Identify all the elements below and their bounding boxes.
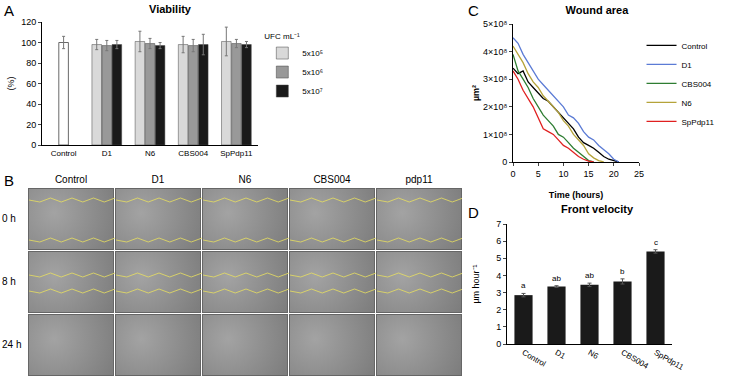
- svg-text:25: 25: [634, 169, 644, 179]
- svg-text:6: 6: [496, 236, 501, 246]
- html-text:N6: N6: [238, 174, 252, 185]
- svg-text:10: 10: [558, 169, 568, 179]
- svg-text:0: 0: [31, 140, 36, 150]
- svg-text:a: a: [521, 281, 526, 290]
- svg-text:D1: D1: [682, 61, 693, 70]
- svg-text:µm hour⁻¹: µm hour⁻¹: [471, 264, 481, 303]
- svg-text:0: 0: [496, 339, 501, 349]
- svg-text:4: 4: [496, 271, 501, 281]
- html-text:C: C: [468, 2, 479, 19]
- svg-text:0: 0: [502, 157, 507, 167]
- svg-text:1×10⁸: 1×10⁸: [483, 130, 507, 140]
- svg-text:SpPdp11: SpPdp11: [682, 118, 715, 127]
- svg-text:40: 40: [26, 99, 36, 109]
- svg-text:5×10⁸: 5×10⁸: [483, 19, 507, 29]
- svg-text:7: 7: [496, 219, 501, 229]
- html-text:D: D: [468, 204, 479, 221]
- svg-text:CBS004: CBS004: [620, 348, 651, 371]
- svg-text:100: 100: [21, 38, 36, 48]
- svg-text:5: 5: [536, 169, 541, 179]
- svg-text:80: 80: [26, 58, 36, 68]
- html-text:Control: Control: [54, 174, 88, 185]
- svg-text:20: 20: [26, 120, 36, 130]
- html-text:A: A: [4, 2, 14, 19]
- svg-text:1: 1: [496, 322, 501, 332]
- svg-text:CBS004: CBS004: [682, 80, 712, 89]
- svg-text:Wound area: Wound area: [566, 4, 630, 16]
- svg-text:5x10⁷: 5x10⁷: [302, 87, 322, 96]
- svg-text:D1: D1: [102, 149, 113, 158]
- html-text:0 h: 0 h: [2, 213, 16, 224]
- svg-text:0: 0: [510, 169, 515, 179]
- svg-text:Viability: Viability: [149, 3, 192, 15]
- html-text:CBS004: CBS004: [313, 174, 351, 185]
- svg-text:3×10⁸: 3×10⁸: [483, 74, 507, 84]
- svg-text:2×10⁸: 2×10⁸: [483, 102, 507, 112]
- svg-text:Front velocity: Front velocity: [561, 203, 634, 215]
- html-text:B: B: [4, 172, 14, 189]
- svg-text:Control: Control: [51, 149, 77, 158]
- html-text:8 h: 8 h: [2, 276, 16, 287]
- svg-text:15: 15: [584, 169, 594, 179]
- svg-text:(%): (%): [6, 77, 16, 91]
- svg-text:2: 2: [496, 305, 501, 315]
- svg-text:5x10⁵: 5x10⁵: [302, 49, 323, 58]
- svg-text:5x10⁶: 5x10⁶: [302, 68, 323, 77]
- svg-text:SpPdp11: SpPdp11: [653, 348, 686, 372]
- svg-text:ab: ab: [552, 274, 561, 283]
- svg-text:UFC mL⁻¹: UFC mL⁻¹: [264, 32, 300, 41]
- svg-text:Control: Control: [682, 42, 708, 51]
- html-text:24 h: 24 h: [2, 339, 22, 350]
- html-text:D1: D1: [151, 174, 165, 185]
- svg-text:5: 5: [496, 253, 501, 263]
- svg-text:D1: D1: [554, 348, 568, 361]
- svg-text:60: 60: [26, 79, 36, 89]
- svg-text:20: 20: [609, 169, 619, 179]
- svg-text:b: b: [620, 267, 625, 276]
- svg-text:ab: ab: [585, 271, 594, 280]
- svg-text:4×10⁸: 4×10⁸: [483, 47, 507, 57]
- svg-text:120: 120: [21, 17, 36, 27]
- svg-text:Time (hours): Time (hours): [549, 190, 603, 200]
- svg-text:N6: N6: [682, 99, 693, 108]
- svg-text:CBS004: CBS004: [178, 149, 208, 158]
- svg-text:Control: Control: [521, 348, 548, 369]
- html-text:pdp11: pdp11: [405, 174, 433, 185]
- svg-text:3: 3: [496, 288, 501, 298]
- svg-text:µm²: µm²: [471, 85, 481, 101]
- svg-text:c: c: [654, 238, 658, 247]
- svg-text:SpPdp11: SpPdp11: [220, 149, 253, 158]
- svg-text:N6: N6: [587, 348, 601, 361]
- svg-text:N6: N6: [145, 149, 156, 158]
